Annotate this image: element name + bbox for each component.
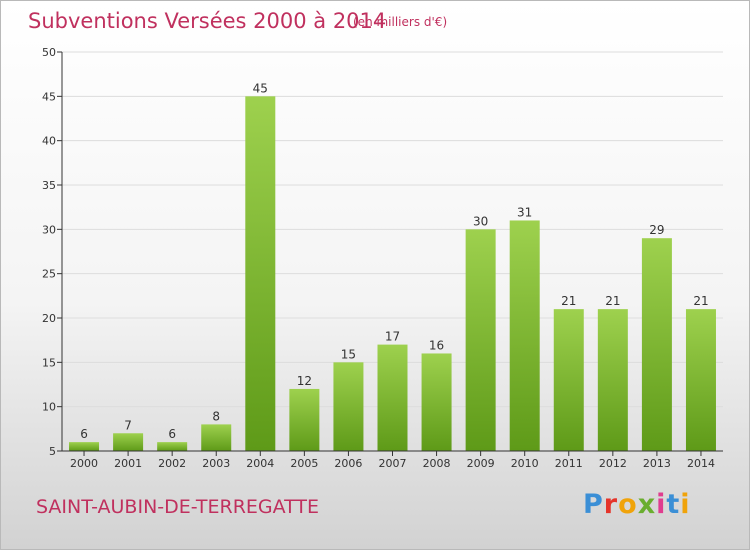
bar-value-label: 29: [649, 223, 664, 237]
x-tick-label: 2003: [202, 457, 230, 470]
logo-letter: i: [680, 489, 691, 520]
bar-2004[interactable]: [245, 96, 276, 451]
bar-2014[interactable]: [685, 309, 716, 451]
bar-2008[interactable]: [421, 353, 452, 451]
bar-2001[interactable]: [113, 433, 144, 451]
bar-value-label: 16: [429, 338, 444, 352]
y-tick-label: 40: [42, 135, 56, 148]
chart-title: Subventions Versées 2000 à 2014: [28, 9, 387, 33]
logo-letter: t: [666, 489, 681, 520]
logo-letter: r: [603, 489, 619, 520]
logo-letter: o: [618, 489, 638, 520]
x-tick-label: 2000: [70, 457, 98, 470]
bar-value-label: 12: [297, 374, 312, 388]
bar-2009[interactable]: [465, 229, 496, 451]
x-tick-label: 2002: [158, 457, 186, 470]
x-tick-label: 2013: [643, 457, 671, 470]
bar-value-label: 17: [385, 330, 400, 344]
bar-value-label: 8: [212, 409, 220, 423]
bar-value-label: 21: [605, 294, 620, 308]
data-labels: 6 7 6 8 45 12 15 17 16 30 31 21 21 29 21: [80, 81, 708, 441]
logo-letter: i: [656, 489, 667, 520]
y-tick-label: 25: [42, 268, 56, 281]
y-tick-label: 45: [42, 90, 56, 103]
x-tick-label: 2009: [467, 457, 495, 470]
logo-letter: P: [583, 489, 604, 520]
bar-2003[interactable]: [201, 424, 232, 451]
bar-value-label: 15: [341, 347, 356, 361]
bar-value-label: 6: [80, 427, 88, 441]
x-tick-label: 2008: [423, 457, 451, 470]
bar-value-label: 21: [561, 294, 576, 308]
bar-2013[interactable]: [641, 238, 672, 451]
bar-2005[interactable]: [289, 388, 320, 451]
x-tick-label: 2007: [379, 457, 407, 470]
bar-2007[interactable]: [377, 344, 408, 451]
x-tick-label: 2004: [246, 457, 274, 470]
bar-value-label: 31: [517, 205, 532, 219]
bar-value-label: 30: [473, 214, 488, 228]
x-tick-labels: 2000 2001 2002 2003 2004 2005 2006 2007 2008 2009…: [70, 451, 715, 470]
bar-2012[interactable]: [597, 309, 628, 451]
bar-2011[interactable]: [553, 309, 584, 451]
bar-2010[interactable]: [509, 220, 540, 451]
bar-value-label: 7: [124, 418, 132, 432]
proxiti-logo[interactable]: Proxiti: [583, 489, 691, 520]
logo-letter: x: [637, 489, 657, 520]
x-tick-label: 2011: [555, 457, 583, 470]
y-tick-label: 15: [42, 356, 56, 369]
y-tick-labels: 5 10 15 20 25 30 35 40 45 50: [42, 46, 62, 458]
y-tick-label: 20: [42, 312, 56, 325]
y-tick-label: 5: [49, 445, 56, 458]
x-tick-label: 2005: [290, 457, 318, 470]
bar-value-label: 45: [253, 81, 268, 95]
y-tick-label: 50: [42, 46, 56, 59]
y-tick-label: 30: [42, 223, 56, 236]
bar-2006[interactable]: [333, 362, 364, 451]
bar-2002[interactable]: [157, 442, 188, 451]
bars: [69, 96, 716, 451]
y-tick-label: 35: [42, 179, 56, 192]
x-tick-label: 2012: [599, 457, 627, 470]
chart-subtitle: (en milliers d'€): [353, 15, 448, 29]
bar-value-label: 21: [693, 294, 708, 308]
x-tick-label: 2010: [511, 457, 539, 470]
y-tick-label: 10: [42, 401, 56, 414]
bar-value-label: 6: [168, 427, 176, 441]
bar-2000[interactable]: [69, 442, 100, 451]
commune-name: SAINT-AUBIN-DE-TERREGATTE: [36, 496, 320, 518]
x-tick-label: 2001: [114, 457, 142, 470]
x-tick-label: 2006: [334, 457, 362, 470]
x-tick-label: 2014: [687, 457, 715, 470]
